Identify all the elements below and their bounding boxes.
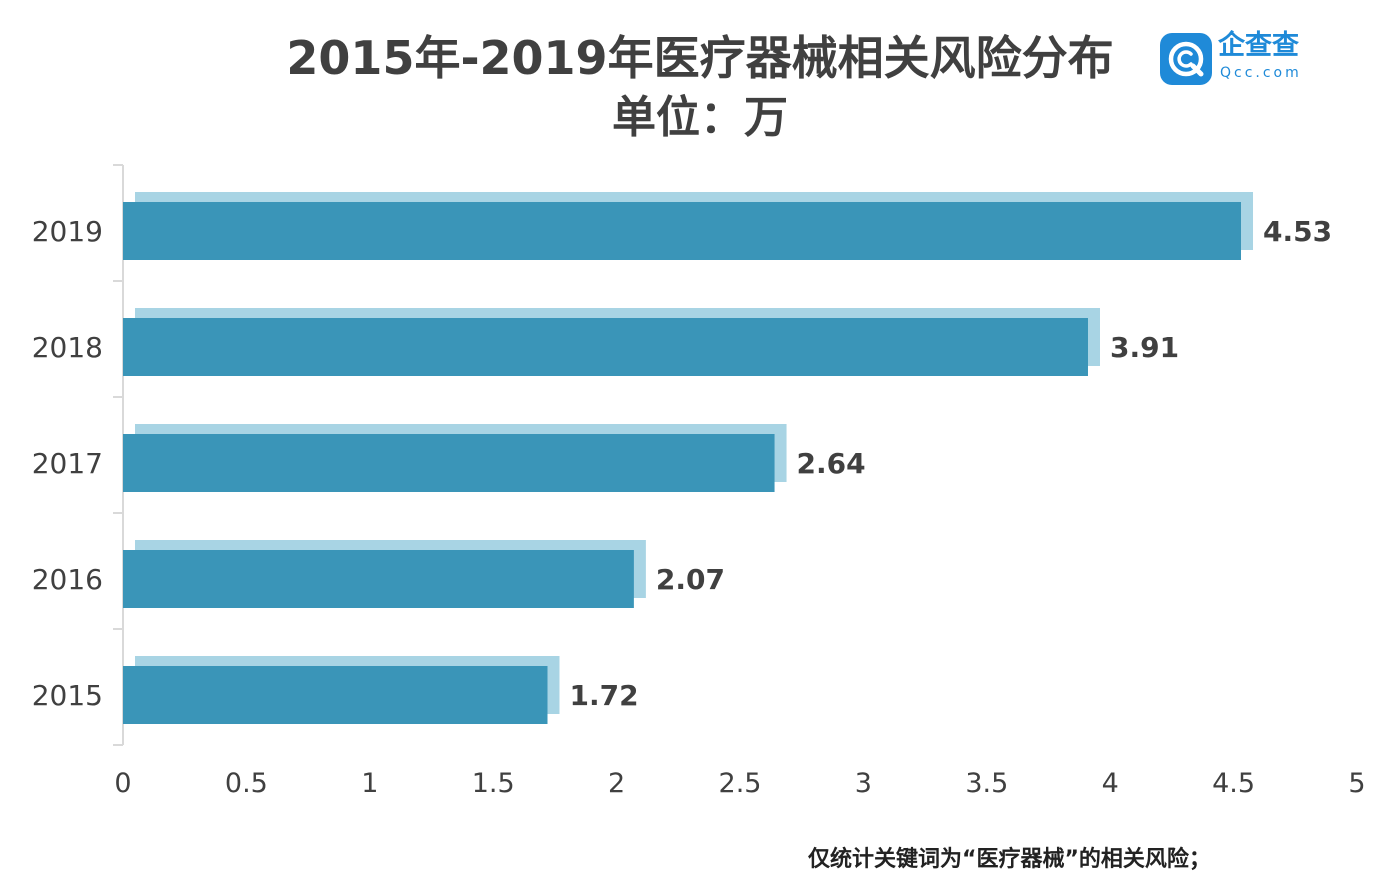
- qcc-logo-icon: [1160, 33, 1212, 85]
- x-tick-label: 1.5: [472, 768, 515, 799]
- bar: [123, 202, 1242, 260]
- bar-value-label: 2.64: [797, 447, 866, 480]
- y-tick-label: 2019: [32, 215, 103, 248]
- x-tick-label: 0: [114, 768, 131, 799]
- chart-title: 2015年-2019年医疗器械相关风险分布: [286, 31, 1114, 85]
- bar: [123, 318, 1088, 376]
- y-tick-label: 2015: [32, 679, 103, 712]
- bar-value-label: 4.53: [1263, 215, 1332, 248]
- bar-value-label: 2.07: [656, 563, 725, 596]
- y-tick-label: 2017: [32, 447, 103, 480]
- logo-domain: Qcc.com: [1220, 65, 1302, 81]
- x-tick-label: 4: [1102, 768, 1119, 799]
- y-tick-label: 2016: [32, 563, 103, 596]
- bar-value-label: 1.72: [569, 679, 638, 712]
- bar: [123, 434, 775, 492]
- logo-name: 企查查: [1218, 30, 1299, 61]
- bar: [123, 666, 548, 724]
- x-tick-label: 5: [1348, 768, 1365, 799]
- x-tick-label: 2.5: [719, 768, 762, 799]
- x-tick-label: 1: [361, 768, 378, 799]
- x-tick-label: 3.5: [965, 768, 1008, 799]
- bar-value-label: 3.91: [1110, 331, 1179, 364]
- qcc-logo: 企查查 Qcc.com: [1160, 30, 1320, 88]
- x-tick-label: 4.5: [1212, 768, 1255, 799]
- x-tick-label: 3: [855, 768, 872, 799]
- x-tick-label: 0.5: [225, 768, 268, 799]
- chart-subtitle: 单位：万: [612, 92, 788, 143]
- footnote: 仅统计关键词为“医疗器械”的相关风险；: [808, 847, 1211, 872]
- bar: [123, 550, 634, 608]
- x-tick-label: 2: [608, 768, 625, 799]
- y-tick-label: 2018: [32, 331, 103, 364]
